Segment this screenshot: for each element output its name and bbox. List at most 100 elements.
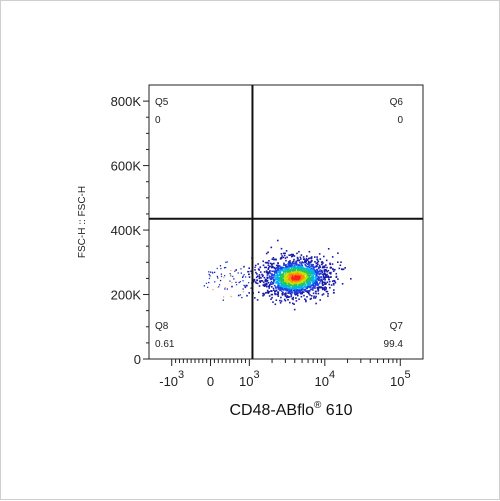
- event-dot: [322, 262, 324, 264]
- event-dot: [284, 279, 287, 281]
- event-dot: [293, 271, 295, 274]
- event-dot: [256, 279, 258, 282]
- event-dot: [280, 283, 283, 286]
- quadrant-name: Q7: [390, 321, 404, 332]
- event-dot: [256, 282, 259, 285]
- event-dot: [332, 268, 334, 270]
- event-dot: [255, 282, 258, 284]
- x-axis: -103 0 103 104 105: [159, 359, 411, 389]
- event-dot: [245, 284, 248, 287]
- event-dot: [270, 293, 273, 296]
- event-dot: [283, 287, 286, 289]
- event-dot: [316, 265, 318, 268]
- event-dot: [285, 274, 287, 277]
- event-dot: [312, 283, 314, 285]
- event-dot: [217, 277, 219, 279]
- event-dot: [280, 280, 283, 282]
- event-dot: [327, 269, 330, 272]
- event-dot: [282, 256, 285, 259]
- event-dot: [309, 274, 311, 276]
- event-dot: [305, 279, 307, 282]
- event-dot: [312, 284, 314, 286]
- event-dot: [285, 284, 288, 287]
- event-dot: [208, 281, 210, 284]
- event-dot: [307, 268, 309, 271]
- event-dot: [208, 273, 210, 276]
- event-dot: [254, 297, 256, 299]
- event-dot: [290, 294, 293, 296]
- event-dot: [318, 273, 321, 275]
- event-dot: [291, 283, 294, 285]
- event-dot: [258, 277, 261, 280]
- event-dot: [301, 288, 304, 291]
- event-dot: [272, 279, 275, 281]
- event-dot: [296, 267, 298, 270]
- event-dot: [327, 248, 330, 250]
- event-dot: [298, 266, 300, 269]
- event-dot: [261, 280, 264, 282]
- event-dot: [285, 267, 288, 269]
- event-dot: [309, 280, 311, 282]
- event-dot: [289, 261, 291, 264]
- event-dot: [325, 290, 328, 293]
- event-dot: [278, 282, 280, 284]
- event-dot: [297, 259, 299, 262]
- x-tick-label: 104: [315, 369, 336, 389]
- event-dot: [316, 282, 319, 285]
- event-dot: [289, 290, 292, 293]
- event-dot: [300, 283, 303, 286]
- event-dot: [322, 293, 325, 295]
- event-dot: [314, 265, 317, 268]
- event-dot: [318, 286, 321, 288]
- event-dot: [288, 289, 291, 291]
- event-dot: [297, 289, 299, 292]
- event-dot: [310, 288, 313, 291]
- event-dot: [310, 264, 313, 266]
- event-dot: [281, 277, 284, 280]
- event-dot: [319, 299, 321, 301]
- event-dot: [235, 281, 237, 283]
- event-dot: [296, 282, 299, 284]
- event-dot: [263, 276, 266, 279]
- event-dot: [303, 271, 306, 274]
- event-dot: [304, 298, 306, 300]
- event-dot: [317, 283, 320, 286]
- event-dot: [334, 280, 336, 282]
- event-dot: [332, 270, 335, 272]
- event-dot: [291, 297, 294, 300]
- event-dot: [218, 284, 221, 286]
- event-dot: [287, 288, 289, 291]
- event-dot: [289, 301, 291, 304]
- event-dot: [294, 278, 297, 281]
- event-dot: [287, 282, 290, 285]
- event-dot: [316, 261, 319, 264]
- event-dot: [282, 266, 284, 269]
- event-dot: [271, 263, 273, 266]
- event-dot: [271, 258, 274, 260]
- event-dot: [325, 268, 327, 271]
- event-dot: [302, 256, 305, 258]
- event-dot: [324, 286, 326, 288]
- event-dot: [209, 271, 212, 273]
- event-dot: [342, 268, 345, 271]
- event-dot: [305, 257, 308, 260]
- event-dot: [242, 288, 244, 290]
- event-dot: [268, 260, 270, 262]
- event-dot: [324, 269, 326, 272]
- event-dot: [291, 271, 293, 273]
- event-dot: [293, 308, 296, 311]
- event-dot: [300, 289, 302, 292]
- event-dot: [278, 288, 280, 290]
- event-dot: [272, 277, 275, 279]
- event-dot: [299, 268, 301, 270]
- event-dot: [278, 272, 281, 274]
- event-dot: [284, 295, 287, 297]
- quadrant-name: Q5: [155, 97, 169, 108]
- event-dot: [299, 271, 301, 273]
- event-dot: [317, 288, 319, 290]
- event-dot: [254, 269, 256, 271]
- event-dot: [301, 270, 304, 272]
- event-dot: [318, 253, 321, 255]
- event-dot: [309, 268, 311, 271]
- event-dot: [316, 268, 319, 271]
